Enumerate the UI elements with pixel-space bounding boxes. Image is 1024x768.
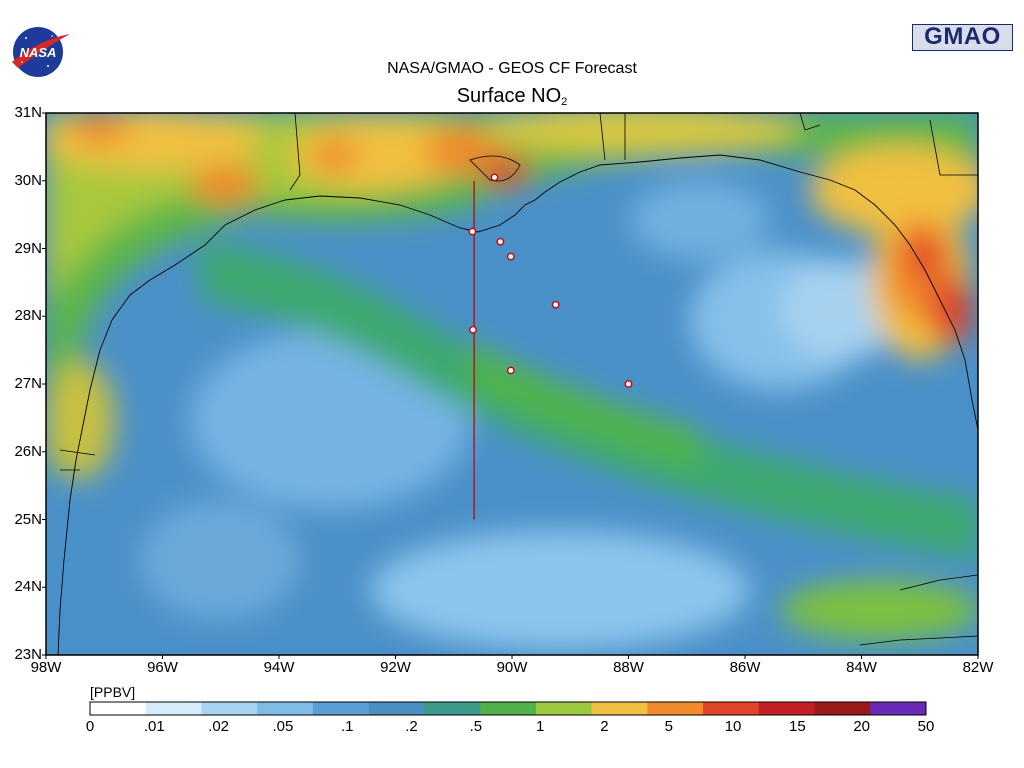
colorbar-segment [201,702,258,715]
no2-field [46,113,978,655]
colorbar-tick-label: 10 [724,718,742,735]
chart-title: NASA/GMAO - GEOS CF Forecast [387,60,637,77]
colorbar-tick-label: .01 [143,718,165,735]
colorbar [89,701,927,716]
lat-tick-label: 25N [14,510,42,528]
lat-tick-label: 26N [14,442,42,460]
station-marker[interactable] [468,227,477,236]
colorbar-tick-label: 1 [535,718,545,735]
colorbar-frame [89,701,927,716]
colorbar-tick-label: .05 [272,718,294,735]
gmao-logo: GMAO [912,24,1013,51]
colorbar-segment [703,702,760,715]
colorbar-segment [870,702,927,715]
station-marker[interactable] [624,380,633,388]
station-marker[interactable] [469,325,477,334]
station-marker[interactable] [490,173,499,182]
chart-subtitle: Surface NO2 [0,85,1024,108]
colorbar-segment [90,702,147,715]
lat-tick-label: 30N [14,171,42,189]
nasa-logo: NASA [12,27,70,77]
colorbar-segment [145,702,202,715]
colorbar-tick-label: 50 [917,718,935,735]
lon-tick-label: 82W [962,659,994,676]
colorbar-segment [591,702,648,715]
colorbar-tick-label: .1 [340,718,354,735]
colorbar-segment [647,702,704,715]
colorbar-segment [758,702,816,715]
subtitle-text: Surface NO [456,85,562,107]
axis-tick-marks [42,112,979,659]
colorbar-segment [424,702,481,715]
lon-tick-label: 86W [729,659,761,676]
lat-tick-label: 23N [14,646,42,663]
lon-tick-label: 94W [263,659,295,676]
colorbar-tick-label: 15 [789,718,806,735]
colorbar-tick-label: 5 [664,718,673,735]
subtitle-subscript: 2 [561,96,568,108]
coastline [57,154,978,655]
colorbar-segment [814,702,871,715]
colorbar-segment [312,702,370,715]
lat-tick-label: 27N [14,375,42,392]
svg-text:NASA: NASA [20,45,57,60]
lat-tick-label: 28N [14,307,42,325]
lon-tick-label: 98W [30,659,62,676]
colorbar-tick-label: 2 [600,718,609,735]
station-marker[interactable] [506,366,515,375]
colorbar-tick-label: .02 [208,718,230,735]
station-marker[interactable] [506,252,515,261]
station-marker[interactable] [551,300,560,309]
colorbar-segment [535,702,593,715]
colorbar-segment [257,702,314,715]
colorbar-tick-label: 0 [85,718,95,735]
lon-tick-label: 84W [846,659,877,676]
lat-tick-label: 29N [14,239,42,257]
colorbar-units: [PPBV] [90,684,136,700]
lat-tick-label: 31N [14,104,42,121]
lon-tick-label: 96W [147,659,178,676]
lon-tick-label: 92W [380,659,411,676]
station-marker[interactable] [496,237,505,246]
lat-tick-label: 24N [14,578,42,596]
lon-tick-label: 90W [496,659,528,676]
map-overlay [468,173,633,520]
colorbar-segment [368,702,425,715]
lon-tick-label: 88W [613,659,644,676]
colorbar-tick-label: .5 [469,718,483,735]
colorbar-tick-label: .2 [405,718,418,735]
colorbar-segment [480,702,537,715]
colorbar-tick-label: 20 [853,718,871,735]
